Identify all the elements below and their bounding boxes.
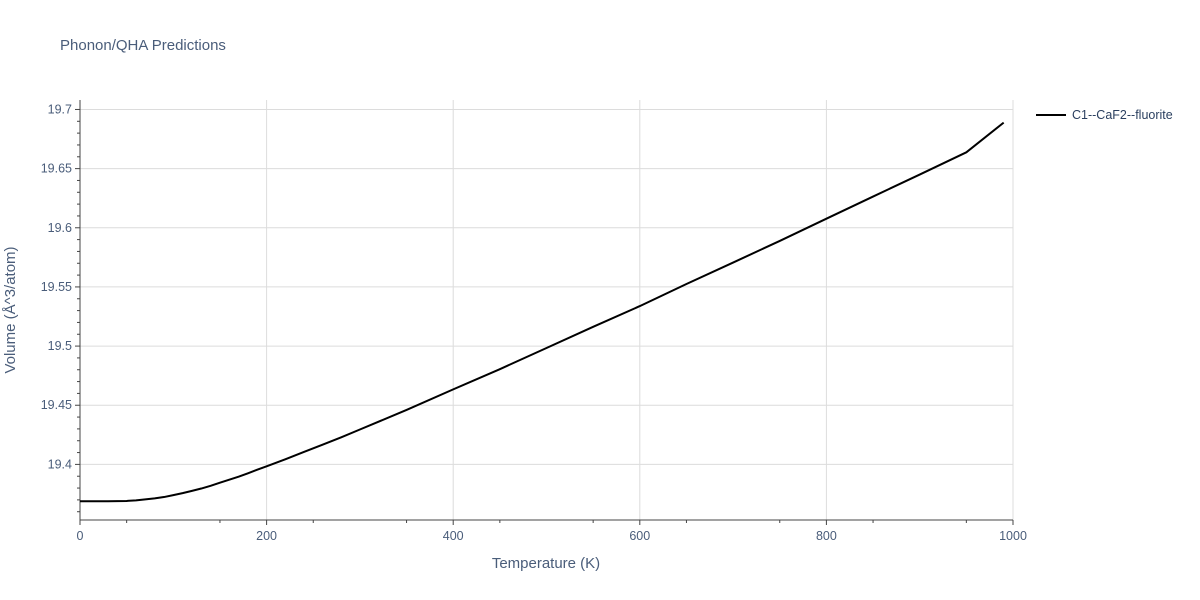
chart-title: Phonon/QHA Predictions	[60, 37, 226, 54]
y-axis-ticks: 19.4 19.45 19.5 19.55 19.6 19.65 19.7	[41, 102, 80, 513]
y-tick-label: 19.6	[48, 221, 72, 235]
y-tick-label: 19.7	[48, 102, 72, 116]
legend[interactable]: C1--CaF2--fluorite	[1036, 108, 1173, 122]
series-line	[80, 121, 1005, 503]
x-tick-label: 1000	[999, 529, 1027, 543]
axes	[79, 100, 1013, 521]
y-tick-label: 19.55	[41, 280, 72, 294]
x-tick-label: 200	[256, 529, 277, 543]
y-tick-label: 19.4	[48, 457, 72, 471]
grid-lines	[80, 100, 1014, 520]
y-tick-label: 19.65	[41, 162, 72, 176]
x-tick-label: 800	[816, 529, 837, 543]
x-tick-label: 0	[77, 529, 84, 543]
y-axis-title: Volume (Å^3/atom)	[2, 246, 19, 373]
y-tick-label: 19.5	[48, 339, 72, 353]
y-tick-label: 19.45	[41, 398, 72, 412]
x-axis-ticks: 0 200 400 600 800 1000	[77, 520, 1027, 543]
x-tick-label: 600	[629, 529, 650, 543]
x-axis-title: Temperature (K)	[492, 555, 600, 572]
legend-label: C1--CaF2--fluorite	[1072, 108, 1173, 122]
x-tick-label: 400	[443, 529, 464, 543]
series-layer	[80, 121, 1005, 503]
